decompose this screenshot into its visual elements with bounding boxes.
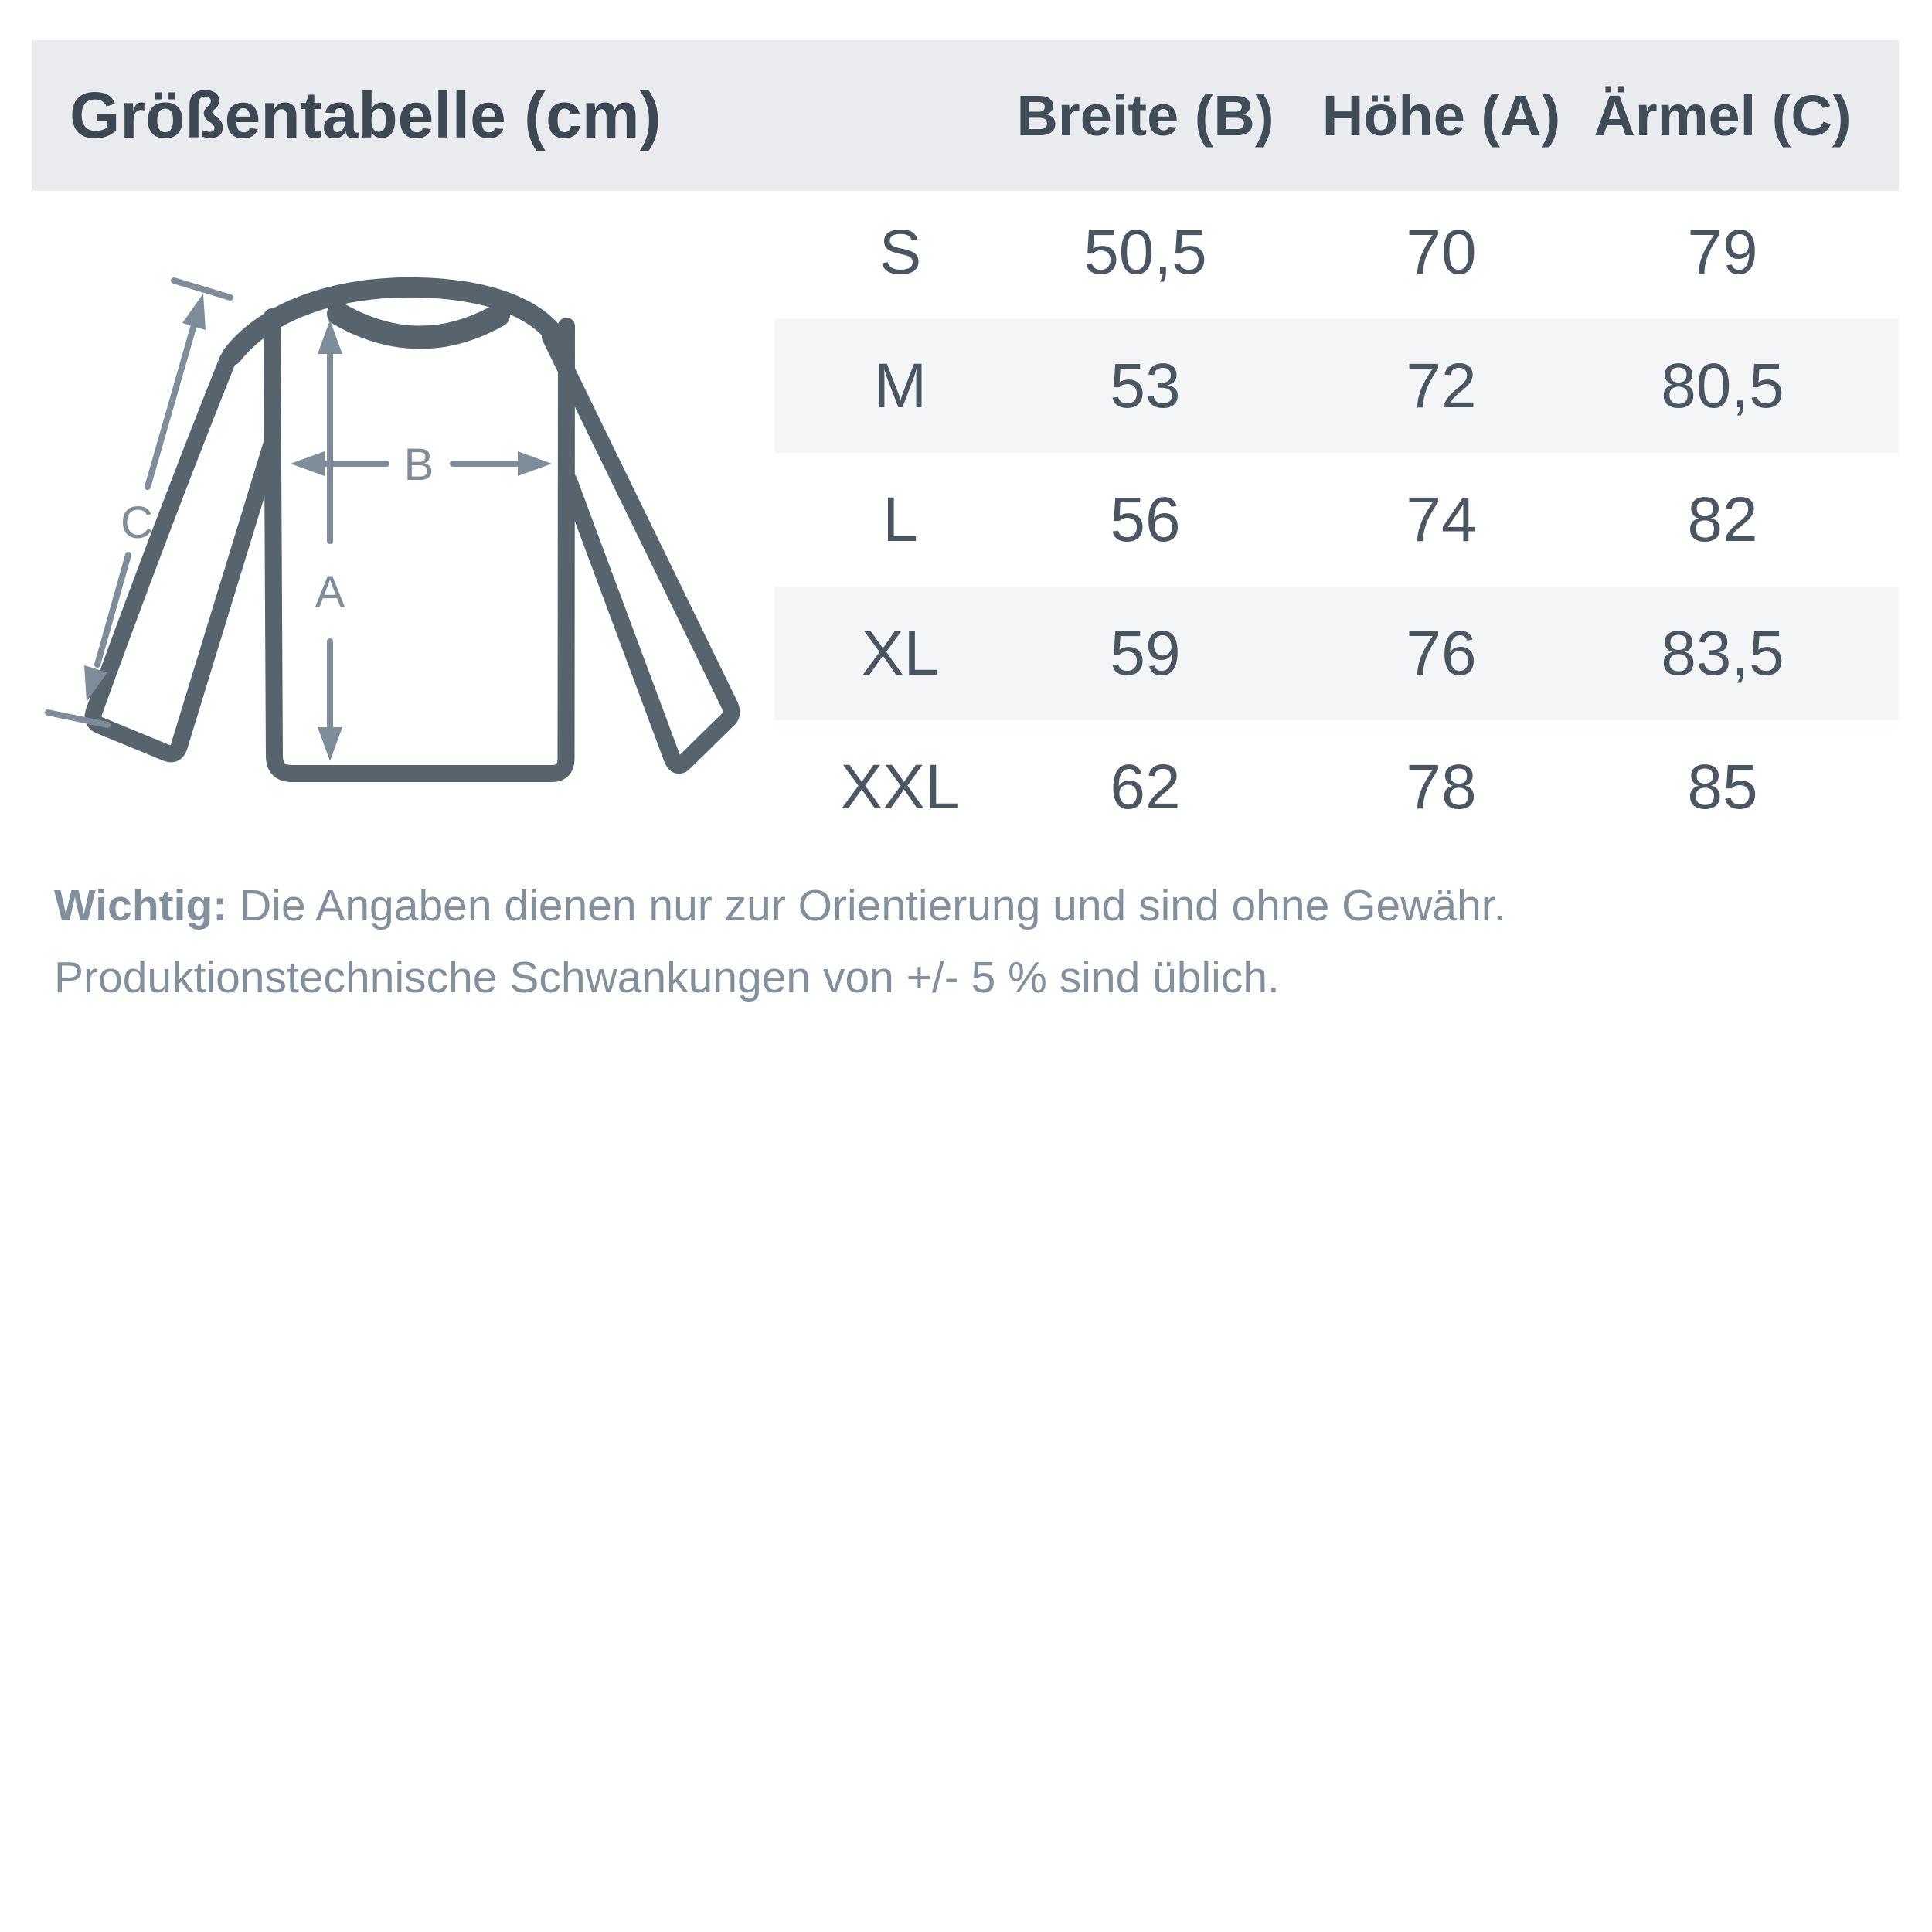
sweatshirt-diagram-icon: A B C — [45, 277, 740, 782]
table-row: M 53 72 80,5 — [774, 319, 1899, 453]
note-line1-text: Die Angaben dienen nur zur Orientierung … — [227, 881, 1506, 930]
arrowhead-down-icon — [318, 727, 342, 761]
aermel-cell: 80,5 — [1661, 350, 1784, 421]
arrowhead-up-icon — [318, 320, 342, 354]
aermel-cell: 79 — [1687, 216, 1758, 287]
hoehe-cell: 74 — [1406, 484, 1477, 555]
column-header-hoehe: Höhe (A) — [1321, 83, 1561, 148]
measurement-arrows — [45, 277, 552, 761]
column-header-aermel: Ärmel (C) — [1594, 83, 1852, 148]
width-arrow-b — [291, 451, 552, 476]
label-a: A — [315, 567, 345, 617]
disclaimer-note: Wichtig: Die Angaben dienen nur zur Orie… — [54, 870, 1886, 1014]
breite-cell: 53 — [1110, 350, 1181, 421]
table-header-bar: Größentabelle (cm) Breite (B) Höhe (A) Ä… — [32, 40, 1899, 191]
note-line-1: Wichtig: Die Angaben dienen nur zur Orie… — [54, 870, 1886, 942]
size-cell: M — [873, 350, 927, 421]
table-row: XXL 62 78 85 — [774, 720, 1899, 854]
arrowhead-upright-icon — [182, 294, 206, 330]
hoehe-cell: 70 — [1406, 216, 1477, 287]
body-outline — [264, 308, 575, 782]
size-table: S 50,5 70 79 M 53 72 80,5 L 56 74 82 XL … — [774, 185, 1899, 854]
arrowhead-left-icon — [291, 451, 325, 476]
hoehe-cell: 78 — [1406, 751, 1477, 822]
tick-bottom — [45, 709, 111, 728]
table-row: L 56 74 82 — [774, 453, 1899, 587]
aermel-cell: 85 — [1687, 751, 1758, 822]
size-cell: L — [883, 484, 918, 555]
collar — [327, 302, 510, 349]
arrowhead-downleft-icon — [84, 665, 107, 702]
measure-labels: A B C — [121, 440, 434, 617]
sweatshirt-outline — [84, 277, 740, 782]
arrowhead-right-icon — [518, 451, 552, 476]
right-sleeve — [542, 328, 740, 774]
height-arrow-a — [318, 320, 342, 761]
hoehe-cell: 76 — [1406, 617, 1477, 689]
breite-cell: 62 — [1110, 751, 1181, 822]
note-lead: Wichtig: — [54, 881, 228, 930]
size-cell: XXL — [840, 751, 961, 822]
tick-top — [171, 277, 233, 301]
column-header-breite: Breite (B) — [1016, 83, 1274, 148]
page-title: Größentabelle (cm) — [70, 79, 662, 151]
note-line-2: Produktionstechnische Schwankungen von +… — [54, 953, 1280, 1002]
hoehe-cell: 72 — [1406, 350, 1477, 421]
breite-cell: 50,5 — [1083, 216, 1207, 287]
aermel-cell: 82 — [1687, 484, 1758, 555]
breite-cell: 59 — [1110, 617, 1181, 689]
label-b: B — [404, 440, 434, 490]
size-cell: XL — [861, 617, 940, 689]
left-sleeve — [84, 351, 281, 763]
size-cell: S — [879, 216, 922, 287]
label-c: C — [121, 498, 153, 548]
table-row: S 50,5 70 79 — [774, 185, 1899, 319]
sleeve-arrow-c — [45, 277, 233, 728]
table-row: XL 59 76 83,5 — [774, 587, 1899, 720]
breite-cell: 56 — [1110, 484, 1181, 555]
aermel-cell: 83,5 — [1661, 617, 1784, 689]
